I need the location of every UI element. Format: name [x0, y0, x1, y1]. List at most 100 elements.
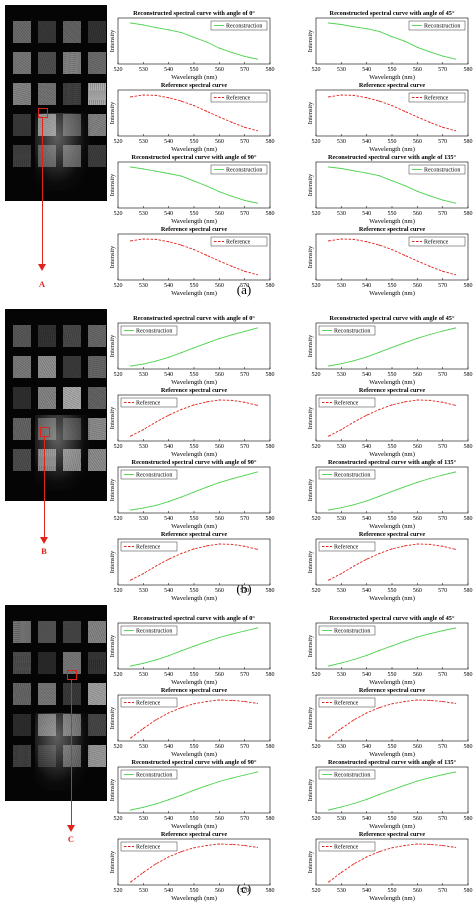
data-point	[378, 851, 380, 853]
y-axis-label: Intensity	[109, 101, 116, 124]
data-point	[168, 97, 170, 99]
data-point	[256, 627, 258, 629]
x-tick-label: 550	[190, 139, 199, 145]
data-point	[340, 507, 342, 509]
data-point	[454, 771, 456, 773]
data-point	[378, 30, 380, 32]
data-point	[442, 270, 444, 272]
legend-label: Reference	[334, 544, 359, 551]
data-point	[244, 844, 246, 847]
data-point	[353, 504, 355, 506]
image-patch	[13, 621, 31, 643]
data-point	[404, 342, 406, 344]
x-tick-label: 530	[337, 444, 346, 450]
chart: Reconstructed spectral curve with angle …	[109, 615, 275, 686]
data-point	[353, 658, 355, 661]
x-tick-label: 540	[362, 744, 371, 750]
legend-label: Reconstruction	[136, 773, 172, 779]
x-tick-label: 550	[388, 67, 397, 73]
x-tick-label: 560	[215, 816, 224, 822]
x-tick-label: 540	[362, 588, 371, 594]
data-point	[340, 573, 342, 575]
data-point	[130, 22, 132, 24]
x-tick-label: 560	[215, 283, 224, 289]
data-point	[231, 843, 233, 846]
data-point	[180, 707, 182, 709]
x-tick-label: 530	[337, 211, 346, 217]
x-tick-label: 570	[240, 888, 249, 894]
x-tick-label: 580	[266, 588, 275, 594]
data-point	[206, 401, 208, 403]
x-tick-label: 530	[139, 444, 148, 450]
data-point	[378, 408, 380, 411]
x-tick-label: 550	[190, 816, 199, 822]
y-axis-label: Intensity	[109, 29, 116, 52]
data-point	[429, 399, 431, 401]
image-patch	[88, 418, 106, 440]
polarization-image-c	[5, 605, 107, 801]
chart-title: Reference spectral curve	[161, 531, 228, 538]
data-point	[391, 490, 393, 492]
x-tick-label: 530	[139, 816, 148, 822]
x-tick-label: 580	[266, 139, 275, 145]
data-point	[442, 330, 444, 332]
data-point	[416, 260, 418, 262]
data-point	[416, 46, 418, 48]
data-point	[206, 110, 208, 112]
data-point	[168, 712, 170, 714]
legend-label: Reconstruction	[424, 168, 460, 174]
data-point	[256, 846, 258, 849]
data-point	[180, 31, 182, 34]
image-patch	[63, 21, 81, 43]
image-patch	[88, 21, 106, 43]
y-axis-label: Intensity	[307, 334, 314, 357]
x-tick-label: 550	[190, 888, 199, 894]
x-tick-label: 520	[312, 67, 321, 73]
chart: Reference spectral curve 520 530 540 550 560 5…	[109, 82, 275, 153]
y-axis-label: Intensity	[109, 706, 116, 729]
y-axis-label: Intensity	[109, 334, 116, 357]
image-patch	[63, 652, 81, 674]
data-point	[353, 421, 355, 423]
x-tick-label: 550	[190, 67, 199, 73]
data-point	[206, 41, 208, 43]
legend-label: Reconstruction	[226, 24, 262, 30]
data-point	[130, 240, 132, 242]
x-tick-label: 530	[139, 516, 148, 522]
data-point	[193, 105, 195, 107]
x-tick-label: 580	[464, 888, 473, 894]
data-point	[366, 798, 368, 801]
data-point	[366, 712, 368, 714]
chart-title: Reconstructed spectral curve with angle …	[133, 315, 255, 322]
x-tick-label: 530	[337, 744, 346, 750]
data-point	[231, 195, 233, 197]
x-tick-label: 570	[438, 744, 447, 750]
image-patch	[88, 83, 106, 105]
image-patch	[38, 325, 56, 347]
data-point	[429, 51, 431, 53]
data-point	[206, 486, 208, 488]
x-tick-label: 560	[413, 211, 422, 217]
data-point	[442, 774, 444, 776]
x-tick-label: 520	[114, 283, 123, 289]
data-point	[378, 495, 380, 497]
point-label-b: B	[41, 546, 47, 556]
data-point	[391, 180, 393, 182]
chart: Reconstructed spectral curve with angle …	[307, 10, 473, 81]
chart: Reference spectral curve 520 530 540 550 560 5…	[307, 387, 473, 458]
x-tick-label: 570	[438, 372, 447, 378]
x-tick-label: 580	[266, 744, 275, 750]
data-point	[454, 471, 456, 473]
x-tick-label: 530	[139, 372, 148, 378]
data-point	[155, 360, 157, 362]
x-tick-label: 530	[337, 67, 346, 73]
x-tick-label: 580	[266, 283, 275, 289]
data-point	[168, 655, 170, 657]
data-point	[416, 116, 418, 118]
x-axis-label: Wavelength (nm)	[369, 523, 415, 530]
legend-label: Reference	[136, 700, 161, 707]
data-point	[142, 573, 144, 575]
data-point	[366, 558, 368, 560]
data-point	[378, 351, 380, 353]
data-point	[340, 94, 342, 96]
